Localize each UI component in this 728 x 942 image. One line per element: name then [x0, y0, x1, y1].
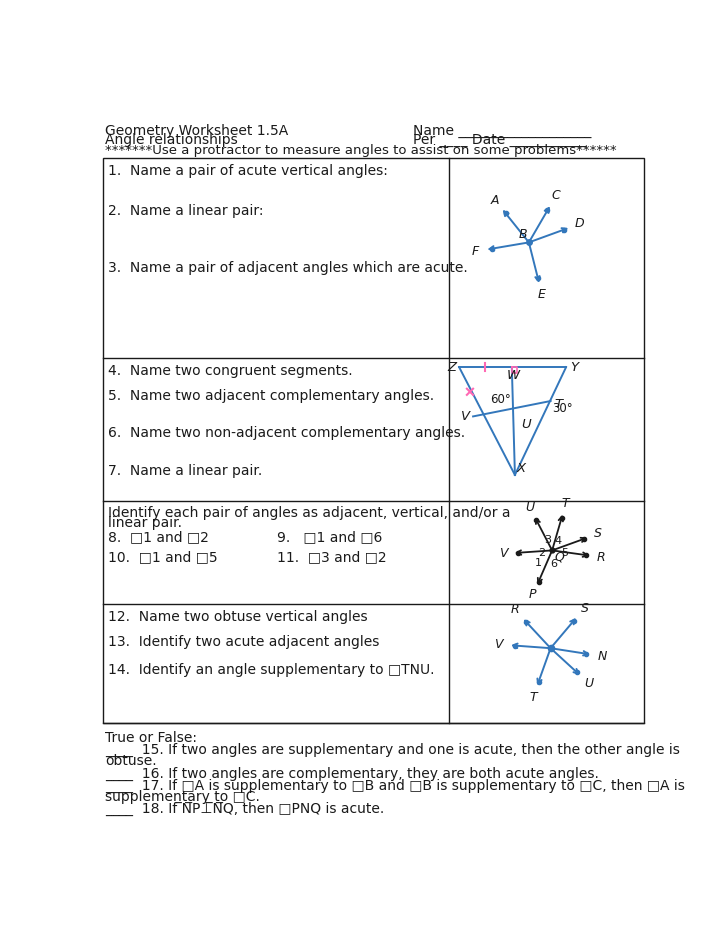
Text: 8.  □1 and □2: 8. □1 and □2: [108, 530, 209, 544]
Text: U: U: [525, 501, 534, 513]
Text: linear pair.: linear pair.: [108, 516, 182, 529]
Text: R: R: [596, 550, 605, 563]
Text: 1.  Name a pair of acute vertical angles:: 1. Name a pair of acute vertical angles:: [108, 164, 388, 178]
Text: 6: 6: [550, 560, 557, 569]
Text: 2.  Name a linear pair:: 2. Name a linear pair:: [108, 203, 264, 218]
Text: 11.  □3 and □2: 11. □3 and □2: [277, 550, 387, 564]
Text: D: D: [575, 218, 585, 231]
Text: obtuse.: obtuse.: [105, 754, 157, 768]
Text: 5.  Name two adjacent complementary angles.: 5. Name two adjacent complementary angle…: [108, 389, 434, 402]
Bar: [103, 157, 644, 723]
Text: T: T: [554, 398, 563, 411]
Text: 3: 3: [544, 535, 551, 544]
Text: 7.  Name a linear pair.: 7. Name a linear pair.: [108, 464, 262, 479]
Text: T: T: [562, 497, 569, 511]
Text: V: V: [461, 410, 470, 423]
Text: 4: 4: [555, 536, 562, 546]
Text: A: A: [491, 194, 499, 206]
Text: C: C: [552, 189, 561, 203]
Text: Identify each pair of angles as adjacent, vertical, and/or a: Identify each pair of angles as adjacent…: [108, 506, 510, 520]
Text: 1: 1: [534, 558, 542, 568]
Text: F: F: [472, 245, 479, 258]
Text: E: E: [538, 288, 546, 301]
Text: Geometry Worksheet 1.5A: Geometry Worksheet 1.5A: [105, 123, 288, 138]
Text: 12.  Name two obtuse vertical angles: 12. Name two obtuse vertical angles: [108, 610, 368, 625]
Text: 10.  □1 and □5: 10. □1 and □5: [108, 550, 218, 564]
Text: B: B: [518, 228, 527, 241]
Text: U: U: [585, 677, 594, 690]
Text: ____  15. If two angles are supplementary and one is acute, then the other angle: ____ 15. If two angles are supplementary…: [105, 743, 680, 757]
Text: 14.  Identify an angle supplementary to □TNU.: 14. Identify an angle supplementary to □…: [108, 663, 435, 676]
Text: Z: Z: [447, 361, 456, 374]
Text: W: W: [507, 369, 520, 382]
Text: 4.  Name two congruent segments.: 4. Name two congruent segments.: [108, 364, 352, 378]
Text: Q: Q: [555, 550, 565, 563]
Text: 9.   □1 and □6: 9. □1 and □6: [277, 530, 382, 544]
Text: 2: 2: [538, 548, 545, 559]
Text: 3.  Name a pair of adjacent angles which are acute.: 3. Name a pair of adjacent angles which …: [108, 261, 468, 275]
Text: Per ____ Date ___________: Per ____ Date ___________: [413, 133, 586, 147]
Text: True or False:: True or False:: [105, 731, 197, 744]
Text: ____  18. If ̅N̅P⊥̅N̅Q, then □PNQ is acute.: ____ 18. If ̅N̅P⊥̅N̅Q, then □PNQ is acut…: [105, 803, 384, 817]
Text: P: P: [529, 589, 537, 601]
Text: S: S: [580, 602, 588, 614]
Text: ____  17. If □A is supplementary to □B and □B is supplementary to □C, then □A is: ____ 17. If □A is supplementary to □B an…: [105, 779, 685, 793]
Text: S: S: [594, 528, 602, 541]
Text: Angle relationships: Angle relationships: [105, 133, 238, 147]
Text: T: T: [529, 691, 537, 704]
Text: supplementary to □C.: supplementary to □C.: [105, 790, 260, 804]
Text: Name ___________________: Name ___________________: [413, 123, 591, 138]
Text: X: X: [517, 463, 526, 476]
Text: U: U: [521, 418, 531, 431]
Text: Y: Y: [570, 361, 578, 374]
Text: R: R: [510, 603, 519, 616]
Text: *******Use a protractor to measure angles to assist on some problems******: *******Use a protractor to measure angle…: [105, 144, 617, 156]
Text: 13.  Identify two acute adjacent angles: 13. Identify two acute adjacent angles: [108, 635, 379, 649]
Text: V: V: [494, 638, 502, 651]
Text: N: N: [598, 650, 607, 663]
Text: V: V: [499, 547, 507, 560]
Text: 60°: 60°: [490, 393, 511, 406]
Text: 5: 5: [561, 547, 568, 558]
Text: 6.  Name two non-adjacent complementary angles.: 6. Name two non-adjacent complementary a…: [108, 426, 465, 440]
Text: 30°: 30°: [552, 402, 573, 414]
Text: ____  16. If two angles are complementary, they are both acute angles.: ____ 16. If two angles are complementary…: [105, 767, 599, 781]
